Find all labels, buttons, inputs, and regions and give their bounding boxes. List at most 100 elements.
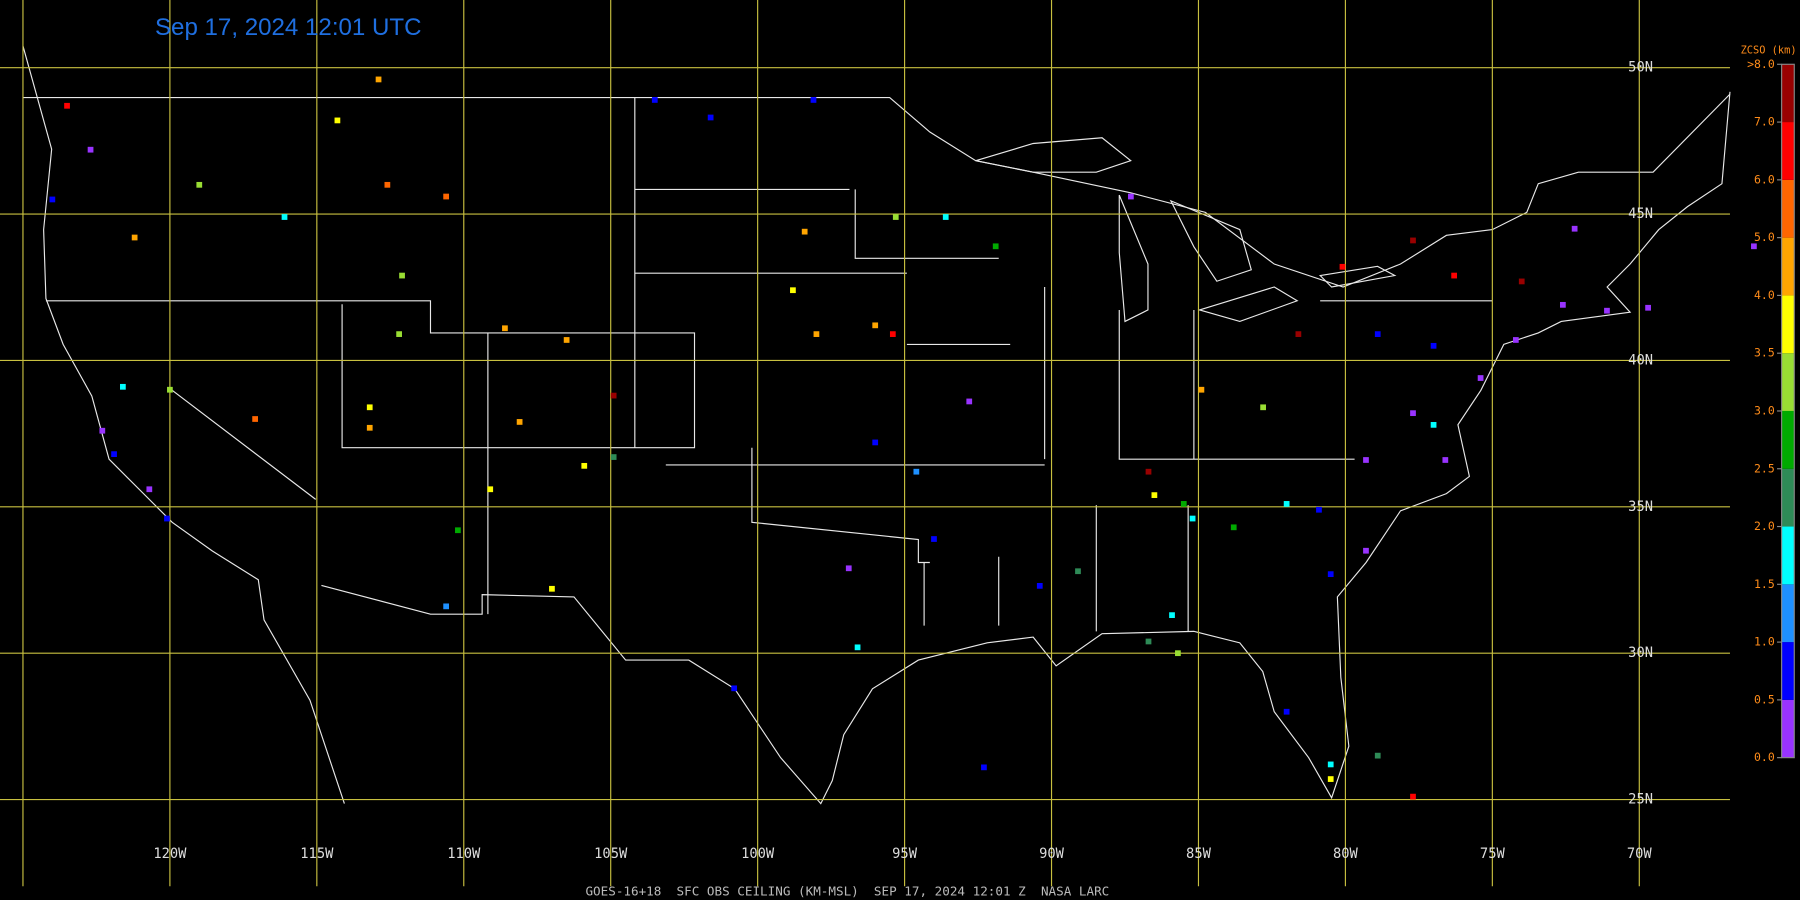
station [1751, 243, 1757, 250]
longitude-label: 95W [892, 846, 918, 862]
station [1410, 410, 1416, 417]
latitude-label: 25N [1628, 792, 1653, 808]
longitude-label: 105W [594, 846, 628, 862]
station [1198, 386, 1205, 393]
colorbar-segment [1781, 122, 1795, 180]
station [872, 439, 879, 446]
station [549, 585, 555, 592]
station [196, 181, 203, 188]
colorbar-segment [1781, 410, 1795, 469]
longitude-label: 70W [1627, 846, 1653, 862]
station [1410, 237, 1416, 244]
colorbar-label: >8.0 [1747, 57, 1775, 71]
latitude-label: 35N [1628, 499, 1653, 515]
station [1477, 375, 1484, 381]
coastline [22, 45, 1731, 805]
station [455, 527, 461, 534]
longitude-label: 120W [153, 846, 187, 862]
station [1430, 421, 1437, 428]
colorbar-label: 6.0 [1754, 172, 1775, 186]
longitude-label: 100W [741, 846, 775, 862]
station [164, 515, 170, 522]
colorbar-label: 3.0 [1754, 403, 1775, 417]
station [966, 398, 973, 405]
station [1283, 501, 1290, 507]
station [1260, 404, 1266, 411]
station [610, 454, 617, 460]
station [443, 603, 450, 610]
map-title: Sep 17, 2024 12:01 UTC [155, 14, 422, 41]
station [872, 322, 879, 329]
station [790, 287, 796, 294]
colorbar-segment [1781, 699, 1795, 758]
station [889, 331, 896, 337]
station [366, 424, 373, 431]
station [610, 392, 617, 399]
station [49, 196, 56, 203]
station [1512, 337, 1519, 343]
station [396, 331, 402, 337]
station [1327, 571, 1334, 578]
station [281, 214, 288, 220]
graticule: 120W 115W 110W 105W 100W 95W 90W 85W 80W 75W 70W 50… [0, 0, 1730, 887]
station [375, 76, 382, 83]
station [1560, 301, 1566, 308]
station [892, 214, 899, 220]
station [651, 97, 658, 103]
station [1604, 307, 1610, 314]
station [99, 427, 106, 434]
colorbar-label: 7.0 [1754, 115, 1775, 129]
colorbar-segment [1781, 468, 1795, 527]
station [1363, 547, 1369, 554]
northern-border [22, 93, 1731, 288]
station [502, 325, 508, 332]
station [252, 416, 258, 422]
station [1374, 331, 1381, 337]
colorbar-label: 5.0 [1754, 230, 1775, 244]
colorbar-label: 0.5 [1754, 692, 1775, 706]
station [131, 234, 138, 241]
latitude-label: 30N [1628, 645, 1653, 661]
colorbar-segment [1781, 295, 1795, 354]
station [1283, 708, 1290, 715]
station [1645, 304, 1651, 311]
station [801, 228, 808, 235]
colorbar-segment [1781, 353, 1795, 411]
state-lines [45, 97, 1493, 632]
station [1410, 793, 1416, 800]
colorbar-segment [1781, 64, 1795, 123]
colorbar-title: ZCSO (km) [1741, 45, 1797, 57]
station [707, 114, 714, 121]
longitude-label: 75W [1480, 846, 1506, 862]
station [1327, 776, 1334, 782]
station [563, 337, 570, 343]
latitude-label: 50N [1628, 60, 1653, 76]
colorbar-label: 4.0 [1754, 288, 1775, 302]
station [845, 565, 852, 572]
station [1180, 501, 1187, 507]
station [1327, 761, 1334, 768]
station [487, 486, 494, 493]
station [146, 486, 153, 493]
colorbar-label: 2.0 [1754, 519, 1775, 533]
colorbar-label: 0.0 [1754, 750, 1775, 764]
longitude-label: 80W [1333, 846, 1359, 862]
station [1151, 492, 1158, 498]
station [516, 419, 523, 425]
station [120, 383, 126, 390]
station [581, 462, 588, 469]
station [384, 181, 391, 188]
station [1145, 468, 1152, 475]
colorbar-segment [1781, 179, 1795, 238]
longitude-label: 110W [447, 846, 481, 862]
station [64, 102, 70, 109]
station [1075, 568, 1081, 575]
colorbar-label: 3.5 [1754, 346, 1775, 360]
station [942, 214, 949, 220]
station [1295, 331, 1302, 337]
colorbar-label: 1.0 [1754, 635, 1775, 649]
longitude-label: 115W [300, 846, 334, 862]
station [810, 97, 817, 103]
